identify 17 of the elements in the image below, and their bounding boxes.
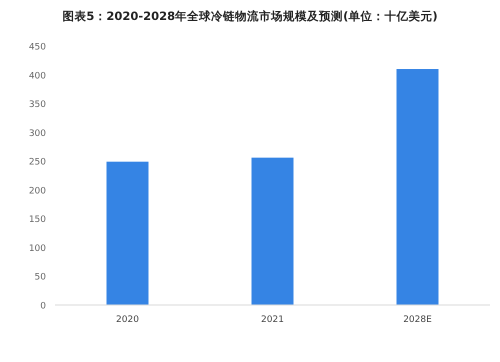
y-tick-label: 350 bbox=[28, 100, 46, 110]
bar bbox=[252, 158, 294, 305]
y-tick-label: 300 bbox=[28, 128, 46, 139]
x-tick-label: 2020 bbox=[116, 315, 140, 325]
y-tick-label: 400 bbox=[28, 71, 46, 82]
y-tick-label: 250 bbox=[28, 158, 46, 168]
chart-title: 图表5：2020-2028年全球冷链物流市场规模及预测(单位：十亿美元) bbox=[62, 9, 438, 23]
y-tick-label: 100 bbox=[28, 244, 46, 254]
y-tick-label: 450 bbox=[28, 42, 46, 52]
bar bbox=[106, 162, 148, 305]
y-tick-label: 200 bbox=[28, 186, 46, 196]
bar bbox=[396, 69, 438, 305]
y-tick-label: 150 bbox=[28, 215, 46, 226]
y-tick-label: 0 bbox=[40, 302, 46, 312]
x-tick-label: 2021 bbox=[261, 315, 284, 325]
x-tick-label: 2028E bbox=[403, 315, 432, 325]
y-tick-label: 50 bbox=[34, 272, 46, 283]
